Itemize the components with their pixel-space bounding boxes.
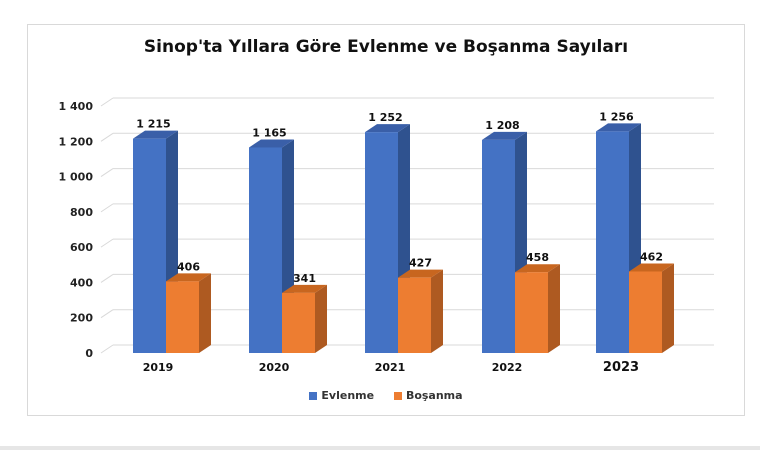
page-divider [0,446,760,450]
y-tick-label: 400 [70,276,93,289]
legend-label-evlenme: Evlenme [321,389,375,402]
data-label: 1 252 [368,111,402,124]
bar-boşanma-2022 [515,264,560,353]
bar-evlenme-2023 [596,123,641,353]
x-tick-label: 2019 [143,361,174,374]
y-tick-label: 1 400 [59,100,94,113]
legend-label-bosanma: Boşanma [405,389,463,402]
y-tick-label: 200 [70,312,93,325]
legend-item-evlenme: Evlenme [309,389,374,402]
data-label: 341 [293,272,316,285]
y-tick-label: 1 000 [59,171,94,184]
plot-area: 0 200 400 600 800 1 000 1 200 1 400 1 215 406 2019… [59,97,714,375]
data-label: 462 [640,250,663,263]
chart-frame: Sinop'ta Yıllara Göre Evlenme ve Boşanma… [27,24,745,416]
y-tick-label: 800 [70,206,93,219]
bar-boşanma-2019 [166,273,211,353]
y-tick-label: 0 [85,347,93,360]
data-label: 458 [526,251,549,264]
legend-swatch-bosanma [393,392,402,400]
data-label: 1 215 [136,118,170,131]
legend-swatch-evlenme [309,392,318,400]
data-label: 1 208 [485,119,519,132]
bar-boşanma-2021 [398,269,443,353]
data-label: 1 256 [599,110,634,123]
data-label: 1 165 [252,126,286,139]
x-tick-label: 2021 [375,361,406,374]
bar-boşanma-2020 [282,284,327,353]
y-tick-label: 1 200 [59,135,94,148]
legend: Evlenme Boşanma [28,389,744,402]
x-tick-label: 2023 [603,360,639,375]
data-label: 427 [409,257,432,270]
x-tick-label: 2022 [492,361,523,374]
y-tick-label: 600 [70,241,93,254]
x-tick-label: 2020 [259,361,290,374]
bar-boşanma-2023 [629,263,674,353]
chart-title: Sinop'ta Yıllara Göre Evlenme ve Boşanma… [143,37,629,57]
data-label: 406 [177,260,200,273]
legend-item-bosanma: Boşanma [393,389,463,402]
